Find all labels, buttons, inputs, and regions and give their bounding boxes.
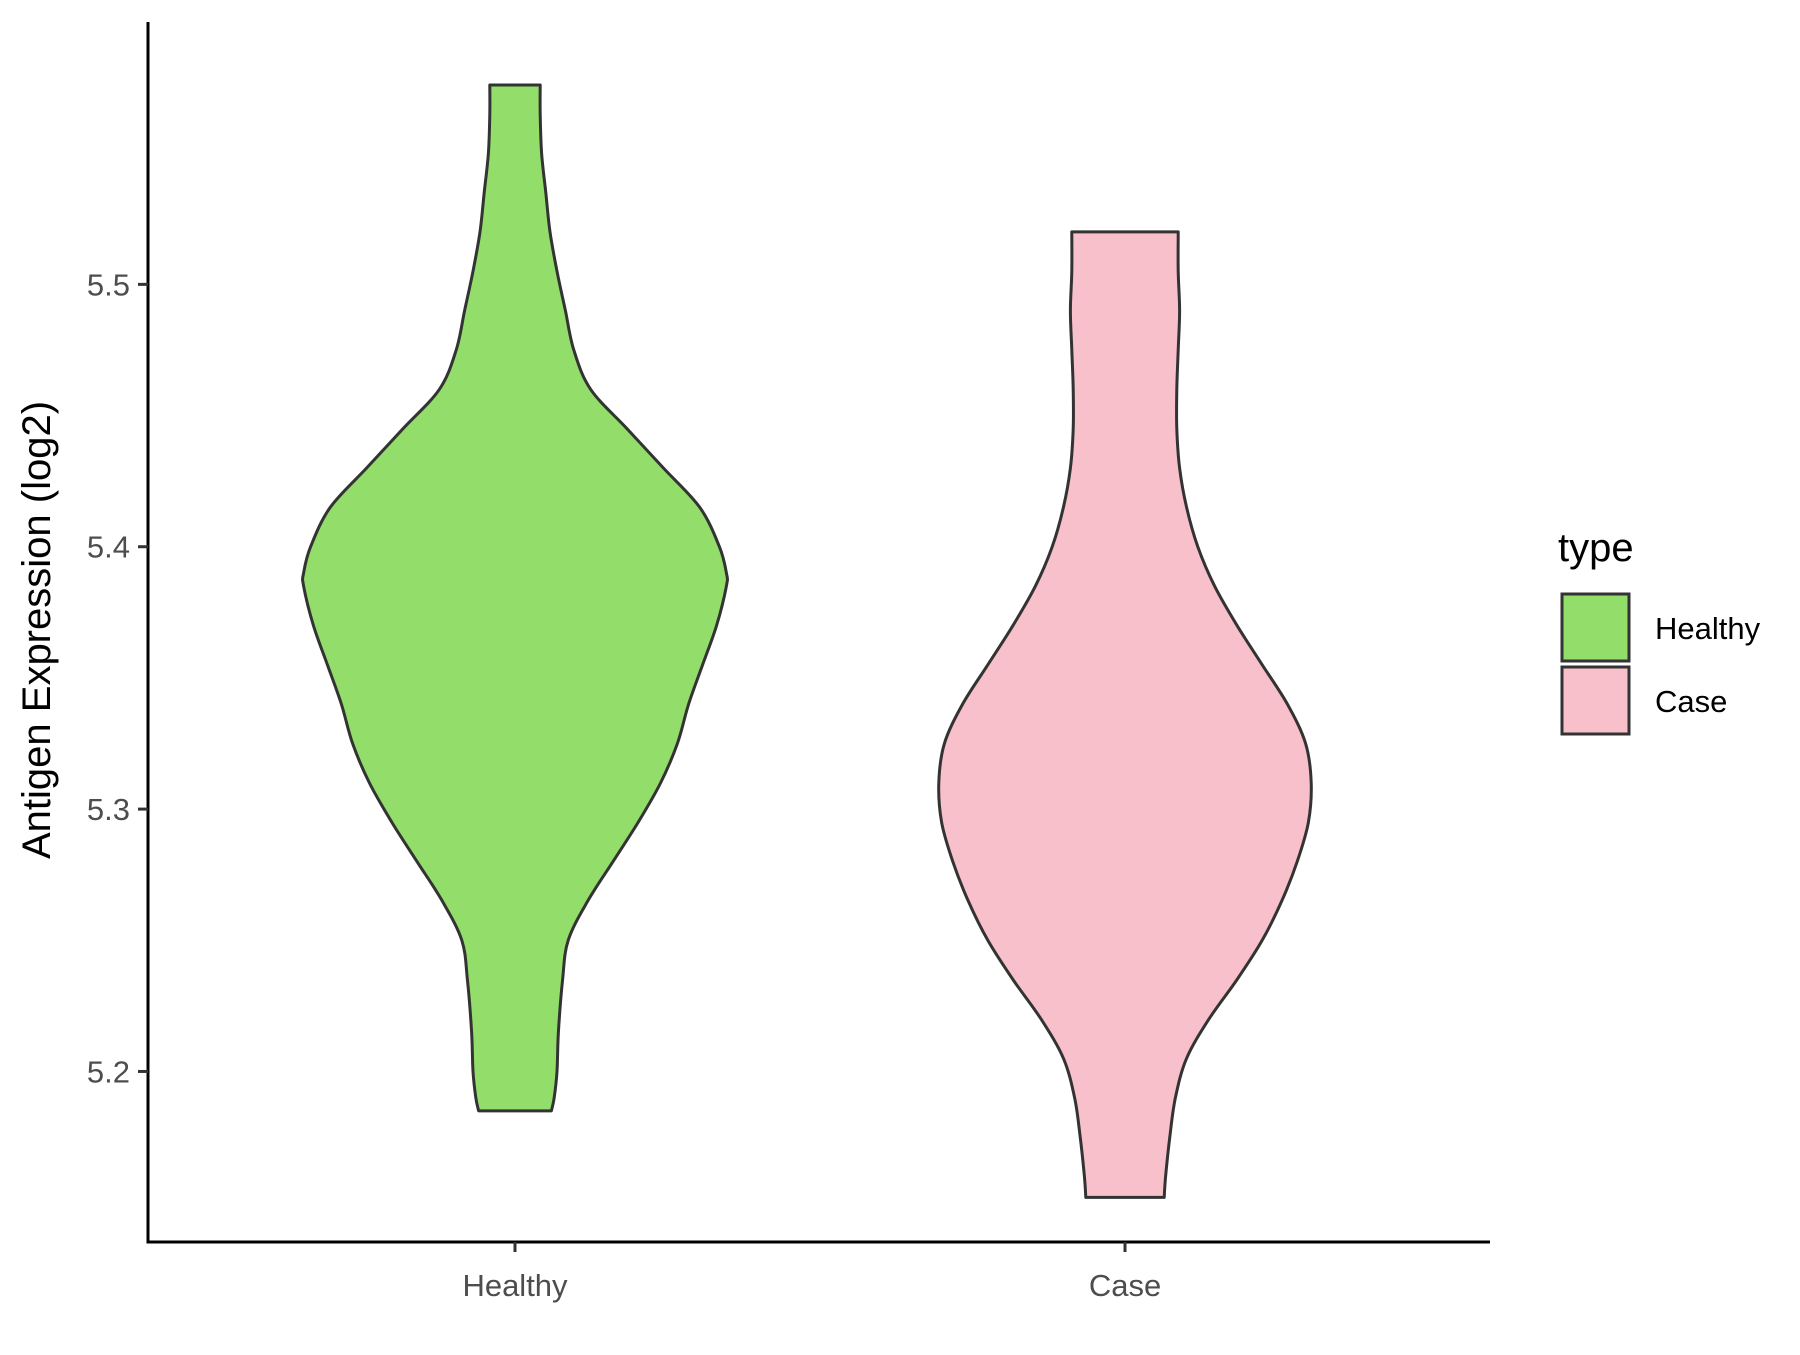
y-tick-label: 5.5: [87, 267, 130, 302]
legend-label-healthy: Healthy: [1655, 611, 1761, 646]
ticks-layer: 5.2 5.3 5.4 5.5 Healthy Case: [87, 267, 1161, 1303]
axes-layer: [146, 22, 1490, 1244]
violin-healthy: [301, 83, 729, 1113]
y-axis-title: Antigen Expression (log2): [15, 401, 59, 859]
legend-label-case: Case: [1655, 684, 1727, 719]
legend-key-healthy: [1560, 592, 1631, 663]
y-tick-label: 5.4: [87, 530, 130, 565]
legend: type Healthy Case: [1558, 526, 1761, 736]
y-tick-label: 5.3: [87, 792, 130, 827]
legend-entries: Healthy Case: [1560, 592, 1761, 736]
violins-layer: [301, 83, 1313, 1199]
legend-title: type: [1558, 526, 1634, 570]
legend-key-case: [1560, 665, 1631, 736]
x-tick-label: Case: [1089, 1268, 1161, 1303]
y-tick-label: 5.2: [87, 1054, 130, 1089]
violin-case: [937, 230, 1313, 1199]
x-tick-label: Healthy: [462, 1268, 568, 1303]
